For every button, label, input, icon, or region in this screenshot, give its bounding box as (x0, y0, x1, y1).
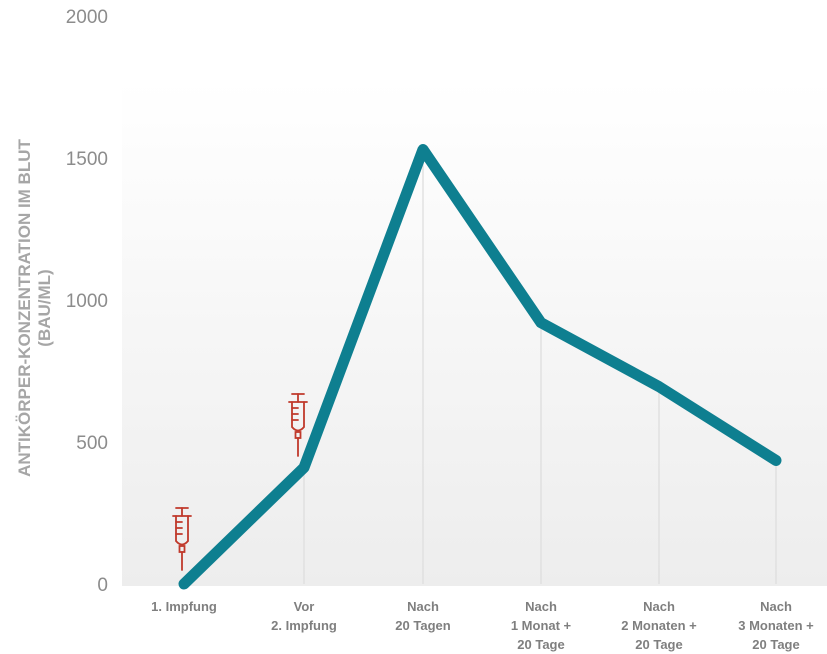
x-tick-label: Nach (525, 599, 557, 614)
data-point (422, 148, 424, 151)
x-tick-label: Nach (407, 599, 439, 614)
x-tick-label: 20 Tage (635, 637, 682, 652)
x-tick-label: 2. Impfung (271, 618, 337, 633)
data-point (658, 385, 660, 388)
data-point (183, 583, 185, 585)
series-layer (178, 143, 782, 590)
data-point (303, 466, 305, 469)
syringe-icon (288, 393, 308, 457)
x-tick-label: Nach (643, 599, 675, 614)
y-tick-label: 1500 (66, 149, 108, 170)
y-axis-title-line: (BAU/ML) (35, 269, 54, 346)
y-tick-label: 500 (76, 433, 108, 454)
y-tick-label: 0 (97, 575, 108, 596)
injection-markers (172, 393, 308, 571)
syringe-icon (172, 507, 192, 571)
x-tick-label: Nach (760, 599, 792, 614)
data-point (775, 459, 777, 462)
series-line (178, 143, 782, 590)
x-tick-label: 20 Tagen (395, 618, 450, 633)
x-tick-label: 20 Tage (517, 637, 564, 652)
y-tick-label: 1000 (66, 291, 108, 312)
x-tick-label: 1 Monat + (511, 618, 572, 633)
x-tick-label: 3 Monaten + (738, 618, 814, 633)
y-axis-title-line: ANTIKÖRPER-KONZENTRATION IM BLUT (15, 139, 34, 477)
x-axis-ticks: 1. Impfung Vor 2. Impfung Nach 20 Tagen Nach 1… (151, 599, 814, 652)
data-point (540, 321, 542, 324)
plot-background (122, 80, 827, 586)
x-tick-label: 2 Monaten + (621, 618, 697, 633)
x-tick-label: 20 Tage (752, 637, 799, 652)
x-tick-label: Vor (294, 599, 315, 614)
drop-lines (303, 149, 777, 584)
y-tick-label: 2000 (66, 7, 108, 28)
y-axis-label: ANTIKÖRPER-KONZENTRATION IM BLUT (BAU/ML) (15, 139, 54, 477)
y-axis-ticks: 0 500 1000 1500 2000 (66, 7, 108, 596)
x-tick-label: 1. Impfung (151, 599, 217, 614)
